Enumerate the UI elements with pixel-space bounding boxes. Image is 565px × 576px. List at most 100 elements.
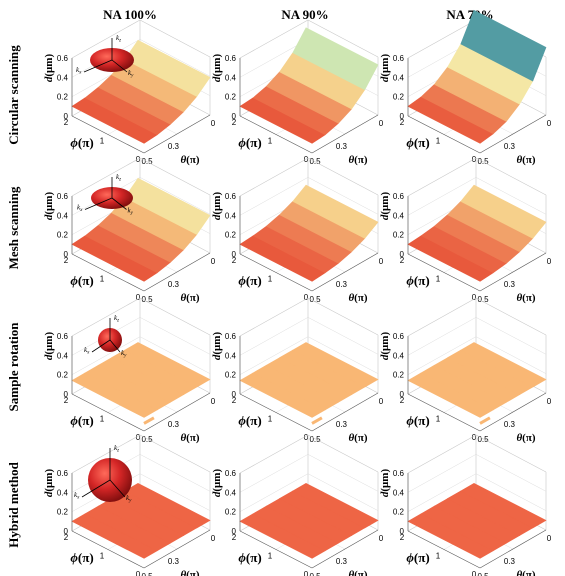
phi-axis-label: ϕ(π)	[406, 550, 429, 565]
grid-line	[139, 336, 211, 374]
grid-line	[307, 317, 379, 355]
ky-label: ky	[126, 494, 132, 504]
phi-tick-label: 0	[304, 433, 309, 442]
kx-label: kx	[84, 346, 90, 356]
theta-axis-label: θ(π)	[516, 432, 535, 444]
d-tick-label: 0.6	[225, 332, 237, 341]
grid-line	[239, 454, 309, 493]
phi-axis-line	[239, 530, 313, 569]
theta-tick-label: 0.3	[336, 420, 348, 429]
theta-axis-line	[311, 114, 379, 154]
phi-tick-label: 0	[304, 155, 309, 164]
phi-tick-label: 2	[64, 118, 69, 127]
phi-tick-label: 2	[64, 396, 69, 405]
theta-tick-label: 0	[211, 257, 216, 266]
kx-label: kx	[74, 491, 80, 501]
grid-line	[139, 39, 211, 77]
grid-line	[239, 473, 309, 512]
phi-axis-line	[239, 253, 313, 292]
theta-tick-label: 0.3	[504, 280, 516, 289]
kx-axis	[91, 339, 111, 353]
d-tick-label: 0.4	[57, 488, 69, 497]
grid-line	[307, 336, 379, 374]
frame-line	[139, 297, 211, 336]
frame-line	[307, 434, 379, 473]
d-tick-label: 0.4	[225, 211, 237, 220]
d-tick-label: 0	[400, 250, 405, 259]
d-tick-label: 0.6	[393, 54, 405, 63]
phi-axis-line	[407, 530, 481, 569]
d-axis-label: d(μm)	[43, 192, 55, 221]
phi-axis-label: ϕ(π)	[70, 273, 93, 288]
phi-tick-label: 2	[232, 256, 237, 265]
d-tick-label: 0.2	[57, 371, 69, 380]
frame-line	[407, 434, 477, 474]
surface-step	[311, 416, 323, 425]
phi-tick-label: 1	[268, 552, 273, 561]
phi-axis-line	[71, 115, 145, 154]
d-tick-label: 0.4	[225, 351, 237, 360]
d-axis-label: d(μm)	[379, 54, 391, 83]
ky-axis	[111, 59, 128, 73]
phi-axis-label: ϕ(π)	[70, 413, 93, 428]
theta-axis-label: θ(π)	[516, 292, 535, 304]
d-tick-label: 0.6	[57, 469, 69, 478]
grid-line	[139, 454, 211, 492]
d-tick-label: 0.6	[225, 469, 237, 478]
phi-axis-line	[71, 253, 145, 292]
phi-tick-label: 0	[136, 570, 141, 576]
frame-line	[239, 157, 309, 197]
d-axis-label: d(μm)	[211, 469, 223, 498]
theta-tick-label: 0.3	[336, 557, 348, 566]
phi-tick-label: 1	[436, 137, 441, 146]
d-tick-label: 0	[232, 250, 237, 259]
phi-tick-label: 2	[400, 256, 405, 265]
phi-tick-label: 1	[100, 275, 105, 284]
phi-axis-label: ϕ(π)	[70, 135, 93, 150]
phi-tick-label: 1	[436, 415, 441, 424]
frame-line	[307, 297, 379, 336]
theta-tick-label: 0	[547, 119, 552, 128]
phi-axis-label: ϕ(π)	[406, 413, 429, 428]
theta-tick-label: 0.3	[336, 142, 348, 151]
grid-line	[475, 317, 547, 355]
phi-axis-label: ϕ(π)	[70, 550, 93, 565]
column-header-2: NA 90%	[281, 7, 328, 22]
phi-tick-label: 0	[472, 293, 477, 302]
theta-axis-line	[479, 114, 547, 154]
surface-step	[479, 416, 491, 425]
frame-line	[475, 157, 547, 196]
theta-tick-label: 0.5	[477, 295, 489, 304]
surface-strip	[292, 342, 379, 388]
d-tick-label: 0.4	[393, 73, 405, 82]
d-tick-label: 0.6	[57, 192, 69, 201]
frame-line	[239, 434, 309, 474]
theta-axis-line	[143, 392, 211, 432]
sphere-inset-3: kz kx ky	[84, 314, 127, 359]
frame-line	[307, 19, 379, 58]
phi-tick-label: 1	[100, 552, 105, 561]
theta-axis-line	[143, 529, 211, 569]
d-tick-label: 0.4	[225, 488, 237, 497]
phi-axis-line	[407, 115, 481, 154]
phi-tick-label: 2	[400, 396, 405, 405]
phi-axis-label: ϕ(π)	[238, 135, 261, 150]
theta-tick-label: 0.3	[336, 280, 348, 289]
phi-tick-label: 0	[304, 570, 309, 576]
kx-axis	[84, 197, 113, 210]
phi-tick-label: 2	[400, 118, 405, 127]
phi-tick-label: 0	[136, 155, 141, 164]
d-tick-label: 0.2	[225, 508, 237, 517]
frame-line	[71, 434, 141, 474]
phi-tick-label: 2	[232, 118, 237, 127]
kz-label: kz	[114, 314, 119, 324]
grid-line	[475, 473, 547, 511]
theta-tick-label: 0.5	[477, 435, 489, 444]
phi-tick-label: 1	[436, 275, 441, 284]
d-axis-label: d(μm)	[211, 54, 223, 83]
ky-label: ky	[128, 69, 134, 79]
theta-tick-label: 0	[211, 534, 216, 543]
